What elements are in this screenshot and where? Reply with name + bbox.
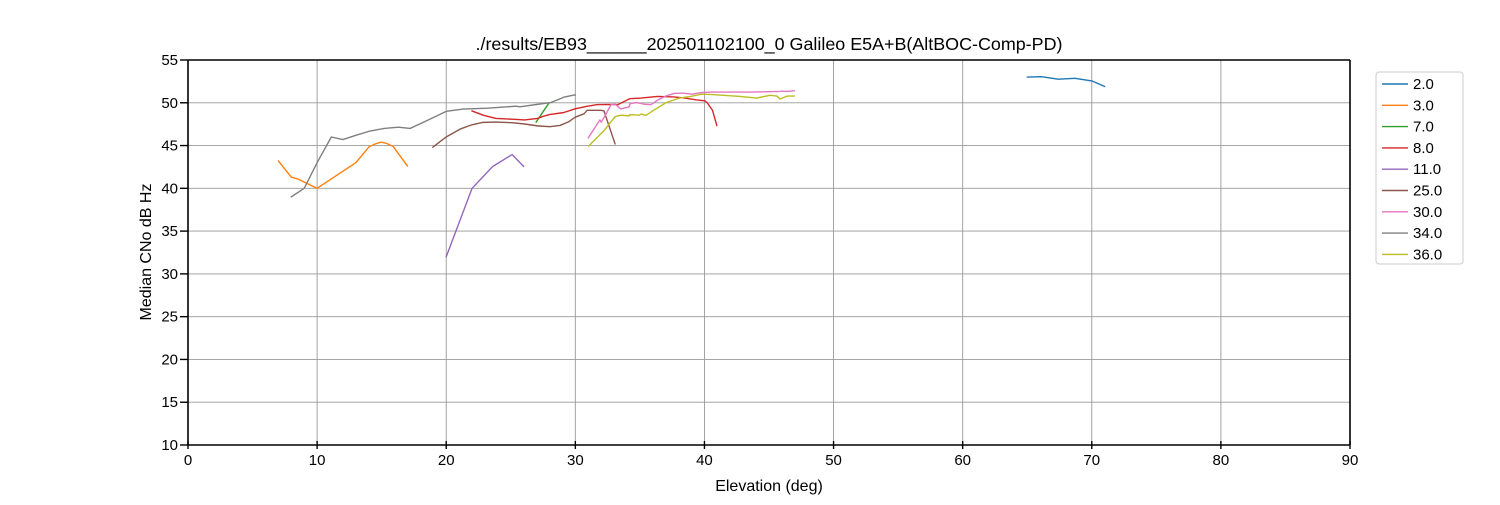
svg-text:50: 50: [825, 452, 842, 469]
svg-text:Elevation (deg): Elevation (deg): [715, 478, 823, 495]
svg-text:60: 60: [954, 452, 971, 469]
svg-text:10: 10: [309, 452, 326, 469]
svg-text:36.0: 36.0: [1413, 246, 1442, 263]
svg-text:8.0: 8.0: [1413, 140, 1434, 157]
svg-text:Median CNo dB Hz: Median CNo dB Hz: [138, 184, 155, 321]
svg-text:30: 30: [161, 266, 178, 283]
svg-text:10: 10: [161, 437, 178, 454]
svg-text:70: 70: [1083, 452, 1100, 469]
svg-text:50: 50: [161, 95, 178, 112]
svg-text:30: 30: [567, 452, 584, 469]
svg-text:35: 35: [161, 223, 178, 240]
svg-text:2.0: 2.0: [1413, 76, 1434, 93]
svg-text:20: 20: [161, 351, 178, 368]
svg-text:40: 40: [161, 180, 178, 197]
svg-text:80: 80: [1213, 452, 1230, 469]
svg-text:./results/EB93______2025011021: ./results/EB93______202501102100_0 Galil…: [476, 34, 1063, 55]
svg-text:15: 15: [161, 394, 178, 411]
svg-text:34.0: 34.0: [1413, 225, 1442, 242]
svg-text:55: 55: [161, 52, 178, 69]
svg-text:11.0: 11.0: [1413, 161, 1441, 178]
svg-text:7.0: 7.0: [1413, 119, 1434, 136]
svg-text:45: 45: [161, 138, 178, 155]
svg-text:40: 40: [696, 452, 713, 469]
svg-text:3.0: 3.0: [1413, 97, 1434, 114]
svg-text:25: 25: [161, 309, 178, 326]
svg-text:25.0: 25.0: [1413, 183, 1442, 200]
svg-text:0: 0: [184, 452, 192, 469]
svg-text:30.0: 30.0: [1413, 204, 1442, 221]
svg-text:90: 90: [1342, 452, 1359, 469]
svg-text:20: 20: [438, 452, 455, 469]
